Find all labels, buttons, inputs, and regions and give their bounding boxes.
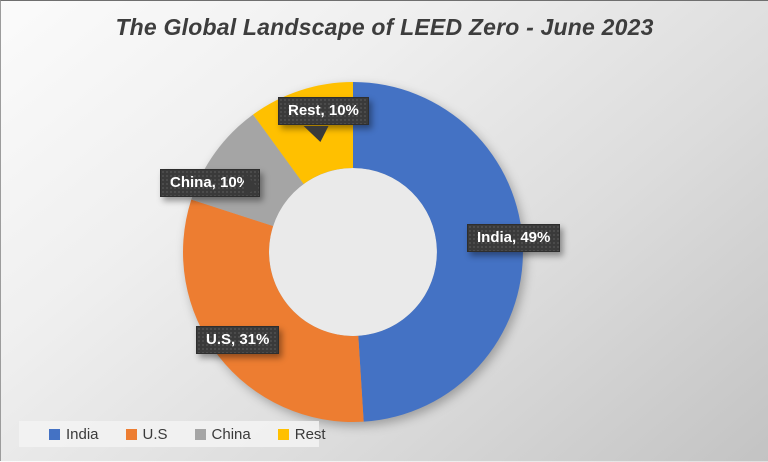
legend-item-india: India [49, 426, 99, 443]
donut-slice-india [353, 82, 523, 422]
legend-label-us: U.S [142, 425, 168, 443]
donut-slice-us [183, 199, 364, 422]
legend-label-china: China [211, 425, 251, 443]
legend-marker-india [49, 428, 60, 440]
legend-marker-rest [277, 428, 289, 440]
legend-item-us: U.S [125, 425, 168, 443]
chart-title: The Global Landscape of LEED Zero - June… [115, 14, 654, 40]
legend-item-rest: Rest [277, 425, 326, 443]
legend-label-india: India [66, 425, 99, 443]
data-label-china: China, 10% [160, 169, 261, 197]
donut-hole [269, 168, 437, 336]
legend-marker-us [125, 428, 137, 440]
data-label-rest: Rest, 10% [278, 97, 369, 125]
legend-item-china: China [194, 425, 251, 443]
legend-label-rest: Rest [294, 425, 326, 443]
chart-legend: India U.S China Rest [19, 421, 326, 447]
data-label-us: U.S, 31% [196, 326, 280, 354]
legend-marker-china [194, 428, 206, 440]
data-label-india: India, 49% [467, 224, 561, 252]
